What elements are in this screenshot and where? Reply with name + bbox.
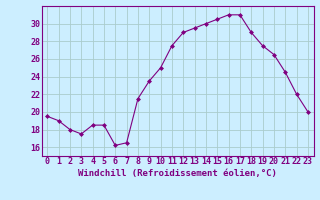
- X-axis label: Windchill (Refroidissement éolien,°C): Windchill (Refroidissement éolien,°C): [78, 169, 277, 178]
